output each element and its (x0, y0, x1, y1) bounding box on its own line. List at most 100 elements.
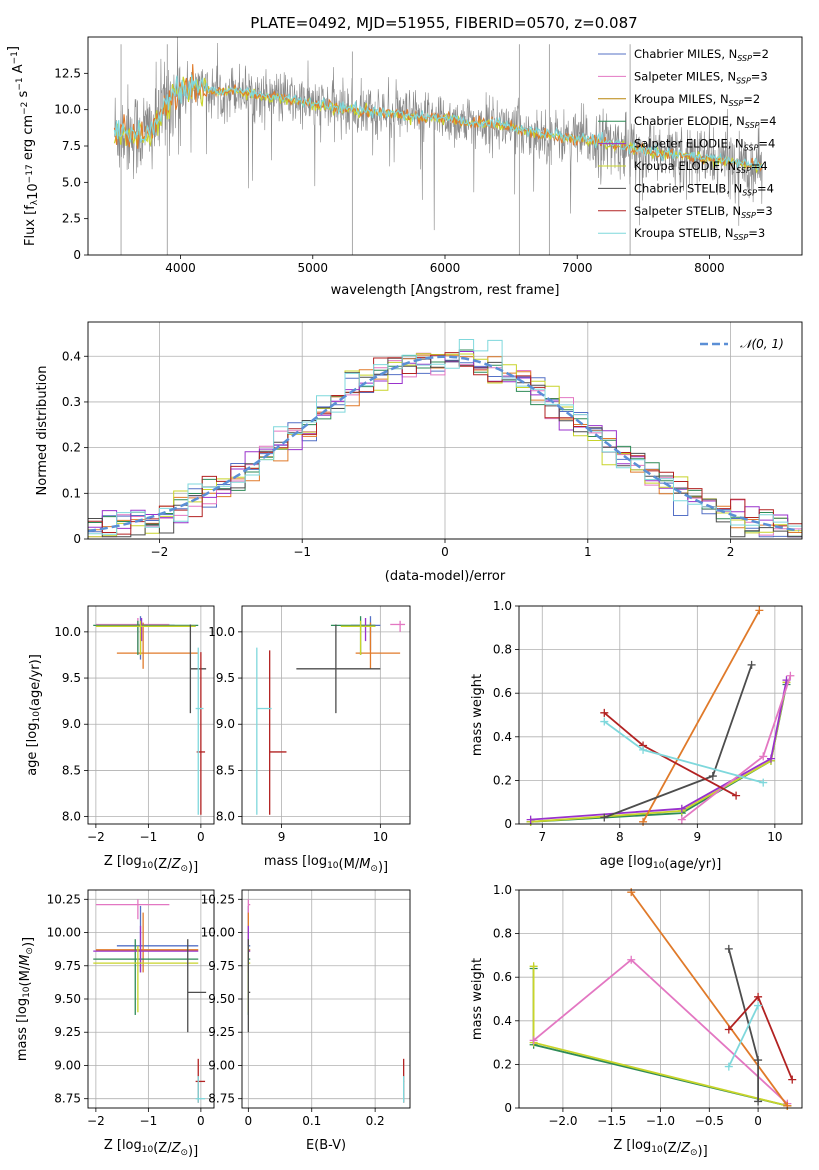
weight-marker (526, 815, 535, 824)
weight-series (724, 1001, 763, 1071)
x-axis-label: mass [log10(M/M⊙)] (264, 854, 388, 875)
weight-marker (754, 1097, 763, 1106)
x-tick-label: 0.1 (302, 1114, 321, 1128)
errorbar-point (93, 939, 199, 1015)
legend-entry: Kroupa ELODIE, NSSP=4 (634, 159, 768, 175)
weight-marker (754, 1056, 763, 1065)
weight-marker (639, 817, 648, 826)
axes-residuals: −2 −1 0 1 2 0 0.1 0.2 0.3 0.4 (data-model)/error No… (35, 321, 803, 584)
y-tick-label: 1.0 (493, 883, 512, 897)
x-tick-label: −1 (293, 545, 311, 559)
plot-frame (241, 605, 411, 825)
spectrum-lines (113, 37, 763, 255)
errorbar-point (256, 647, 272, 815)
x-tick-label: −1 (140, 1114, 158, 1128)
x-tick-label: 9 (694, 830, 702, 844)
weight-series (677, 671, 795, 824)
weight-marker (766, 754, 775, 763)
weight-series (600, 708, 741, 800)
weight-series (600, 717, 768, 787)
weight-marker (627, 888, 636, 897)
legend-entry: Chabrier ELODIE, NSSP=4 (634, 114, 776, 130)
y-tick-label: 8.75 (208, 1092, 235, 1106)
axes-mass_vs_ebv: 0 0.1 0.2 8.75 9.00 9.25 9.50 9.75 10.00 10.25 E(B… (201, 889, 411, 1153)
weight-marker (724, 1062, 733, 1071)
y-axis-label: age [log10(age/yr)] (25, 654, 43, 776)
errorbar-point (195, 647, 204, 815)
y-tick-label: 9.50 (54, 992, 81, 1006)
errorbar-point (195, 1076, 206, 1103)
weight-marker (600, 813, 609, 822)
legend-entry: Salpeter STELIB, NSSP=3 (634, 204, 773, 220)
x-tick-label: −1 (140, 830, 158, 844)
figure-title: PLATE=0492, MJD=51955, FIBERID=0570, z=0… (250, 14, 637, 32)
y-axis-label: mass weight (470, 958, 485, 1040)
weight-series (627, 888, 792, 1110)
y-tick-label: 9.00 (54, 1058, 81, 1072)
y-tick-label: 10.0 (208, 625, 235, 639)
plot-frame (87, 605, 215, 825)
weight-series (526, 678, 791, 826)
legend: 𝒩(0, 1) (700, 337, 784, 351)
histogram-step (88, 352, 802, 536)
weight-line (603, 712, 737, 797)
y-tick-label: 0 (504, 817, 512, 831)
weight-series (724, 992, 797, 1084)
weight-marker (724, 944, 733, 953)
y-tick-label: 0.4 (493, 730, 512, 744)
y-tick-label: 9.0 (216, 717, 235, 731)
weight-line (727, 1005, 759, 1067)
weight-marker (788, 1075, 797, 1084)
weight-marker (708, 772, 717, 781)
y-tick-label: 8.5 (216, 763, 235, 777)
x-tick-label: −1.5 (597, 1114, 626, 1128)
errorbar-point (330, 616, 376, 655)
plot-frame (87, 889, 215, 1109)
errorbar-point (93, 925, 199, 973)
plot-frame (241, 889, 411, 1109)
y-tick-label: 10.25 (201, 892, 235, 906)
axes-mass_vs_Z: −2 −1 0 8.75 9.00 9.25 9.50 9.75 10.00 10.25 Z [lo… (15, 889, 215, 1159)
weight-marker (783, 1101, 792, 1110)
y-tick-label: 9.25 (54, 1025, 81, 1039)
weight-marker (754, 1001, 763, 1010)
y-tick-label: 0.2 (493, 773, 512, 787)
errorbar-point (95, 618, 170, 651)
y-tick-label: 10.00 (47, 926, 81, 940)
x-axis-label: Z [log10(Z/Z⊙)] (613, 1138, 707, 1159)
y-tick-label: 10.0 (54, 625, 81, 639)
plot-frame (518, 605, 803, 825)
y-axis-label: mass [log10(M/M⊙)] (15, 937, 36, 1061)
plot-frame (518, 889, 803, 1109)
errorbar-point (116, 905, 199, 973)
weight-marker (755, 606, 764, 615)
x-tick-label: 8 (616, 830, 624, 844)
y-tick-label: 0.2 (493, 1057, 512, 1071)
x-tick-label: 0 (197, 1114, 205, 1128)
weight-marker (600, 708, 609, 717)
legend-entry: 𝒩(0, 1) (740, 337, 784, 351)
x-tick-label: 5000 (298, 261, 329, 275)
axes-weight_vs_age: 7 8 9 10 0 0.2 0.4 0.6 0.8 1.0 age [log10(age/yr)]… (470, 599, 803, 872)
x-tick-label: 8000 (694, 261, 725, 275)
legend-entry: Kroupa MILES, NSSP=2 (634, 92, 760, 108)
weight-line (642, 609, 761, 823)
weight-marker (529, 962, 538, 971)
weight-series (526, 676, 791, 824)
axes-spectrum: 4000 5000 6000 7000 8000 0 2.5 5.0 7.5 10.0 12.5 wa… (6, 36, 803, 298)
plot-frame (87, 36, 803, 256)
x-tick-label: −2 (87, 830, 105, 844)
x-tick-label: −2 (151, 545, 169, 559)
y-tick-label: 8.0 (62, 810, 81, 824)
x-tick-label: 6000 (430, 261, 461, 275)
y-tick-label: 0.6 (493, 686, 512, 700)
weight-marker (677, 804, 686, 813)
x-tick-label: 10 (373, 830, 388, 844)
weight-series (600, 660, 756, 822)
x-tick-label: −0.5 (695, 1114, 724, 1128)
y-tick-label: 8.0 (216, 810, 235, 824)
legend-entry: Chabrier STELIB, NSSP=4 (634, 181, 774, 197)
y-tick-label: 0.3 (62, 395, 81, 409)
y-tick-label: 0.8 (493, 643, 512, 657)
y-tick-label: 7.5 (62, 139, 81, 153)
